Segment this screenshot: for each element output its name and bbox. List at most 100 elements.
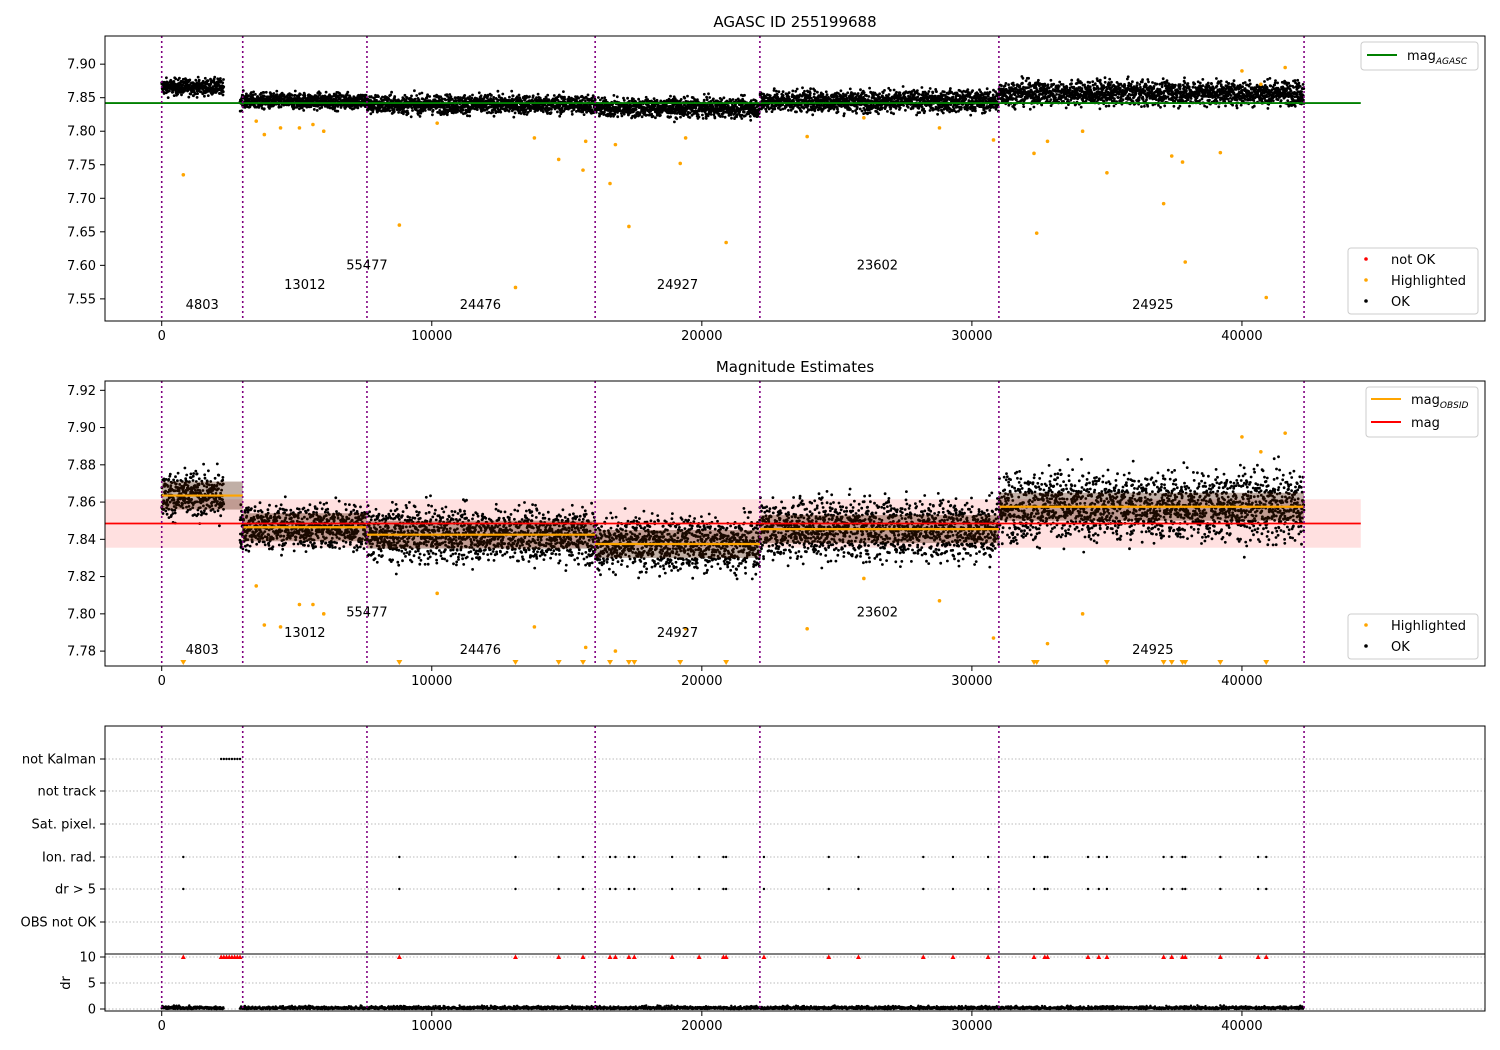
ok-point <box>612 94 616 97</box>
ok-point <box>928 87 932 90</box>
ok-point <box>431 108 435 112</box>
ok-point <box>740 117 744 120</box>
ok-point <box>634 108 638 111</box>
ok-point <box>499 110 503 114</box>
ok-point <box>705 95 708 99</box>
ok-point <box>954 110 958 114</box>
ok-point <box>463 94 467 97</box>
ok-point <box>935 90 938 93</box>
ok-point <box>213 75 217 79</box>
ok-point <box>788 97 792 101</box>
ok-point <box>468 114 472 118</box>
ok-point <box>197 78 201 82</box>
ok-point <box>825 93 829 97</box>
ok-point <box>868 111 872 114</box>
ok-point <box>969 113 973 117</box>
ok-point <box>194 78 198 82</box>
ok-point <box>536 92 540 96</box>
ok-point <box>420 91 424 95</box>
ok-point <box>262 107 266 111</box>
ok-point <box>180 93 183 97</box>
ok-point <box>985 87 989 91</box>
ok-point <box>966 88 970 91</box>
ok-point <box>773 107 777 111</box>
ok-point <box>794 89 798 93</box>
ok-point <box>686 94 689 98</box>
ok-point <box>904 108 907 112</box>
ok-point <box>312 108 316 111</box>
ok-point <box>490 93 493 97</box>
ok-point <box>836 110 840 114</box>
ok-point <box>654 116 657 120</box>
ok-point <box>507 109 511 113</box>
ok-point <box>222 78 225 81</box>
ok-point <box>941 111 945 115</box>
ok-point <box>712 97 715 101</box>
ok-point <box>809 87 812 91</box>
ok-point <box>371 110 375 114</box>
ok-point <box>775 92 779 96</box>
ok-point <box>640 115 644 119</box>
ok-point <box>470 96 474 100</box>
ok-point <box>174 77 178 81</box>
ok-point <box>673 120 676 124</box>
ok-point <box>756 114 760 118</box>
ok-point <box>923 109 927 113</box>
ok-point <box>192 94 195 98</box>
ok-point <box>765 110 768 113</box>
ok-point <box>508 95 511 99</box>
ok-point <box>219 77 222 80</box>
ok-point <box>299 93 302 96</box>
ok-point <box>415 94 419 97</box>
ok-point <box>626 96 629 100</box>
ok-point <box>471 93 474 97</box>
ok-point <box>888 88 892 92</box>
ok-point <box>541 110 545 114</box>
ok-point <box>461 108 465 112</box>
ok-point <box>479 94 483 98</box>
ok-point <box>389 93 392 97</box>
ok-point <box>929 103 933 107</box>
ok-point <box>878 96 882 100</box>
ok-point <box>603 110 606 114</box>
ok-point <box>497 98 500 102</box>
ok-point <box>563 97 567 101</box>
ok-point <box>440 97 444 101</box>
ok-point <box>702 92 706 96</box>
ok-point <box>589 105 592 109</box>
ok-point <box>883 89 886 92</box>
ok-point <box>206 79 210 83</box>
ok-point <box>377 95 380 98</box>
ok-point <box>254 92 257 96</box>
ok-point <box>800 109 803 113</box>
ok-point <box>787 91 791 95</box>
ok-point <box>878 92 881 96</box>
ok-point <box>477 91 481 95</box>
ok-point <box>293 89 297 93</box>
ok-point <box>413 89 416 93</box>
ok-point <box>701 113 704 117</box>
ok-point <box>704 117 708 120</box>
ok-point <box>510 89 514 93</box>
ok-point <box>413 97 417 101</box>
ok-point <box>906 105 910 109</box>
ok-point <box>867 95 871 98</box>
ok-point <box>381 95 384 99</box>
ok-point <box>976 92 980 96</box>
ok-point <box>918 111 922 114</box>
ok-point <box>846 91 850 95</box>
ok-point <box>293 93 297 97</box>
ok-point <box>600 96 604 100</box>
ok-point <box>859 88 862 92</box>
ok-point <box>742 110 746 114</box>
ok-point <box>393 95 397 98</box>
ok-point <box>501 92 505 96</box>
ok-point <box>795 110 798 114</box>
ok-point <box>862 91 866 94</box>
ok-point <box>492 114 496 118</box>
ok-point <box>971 89 974 92</box>
ok-point <box>701 117 705 120</box>
ok-point <box>268 107 271 110</box>
ok-point <box>196 92 200 95</box>
ok-point <box>886 110 889 113</box>
